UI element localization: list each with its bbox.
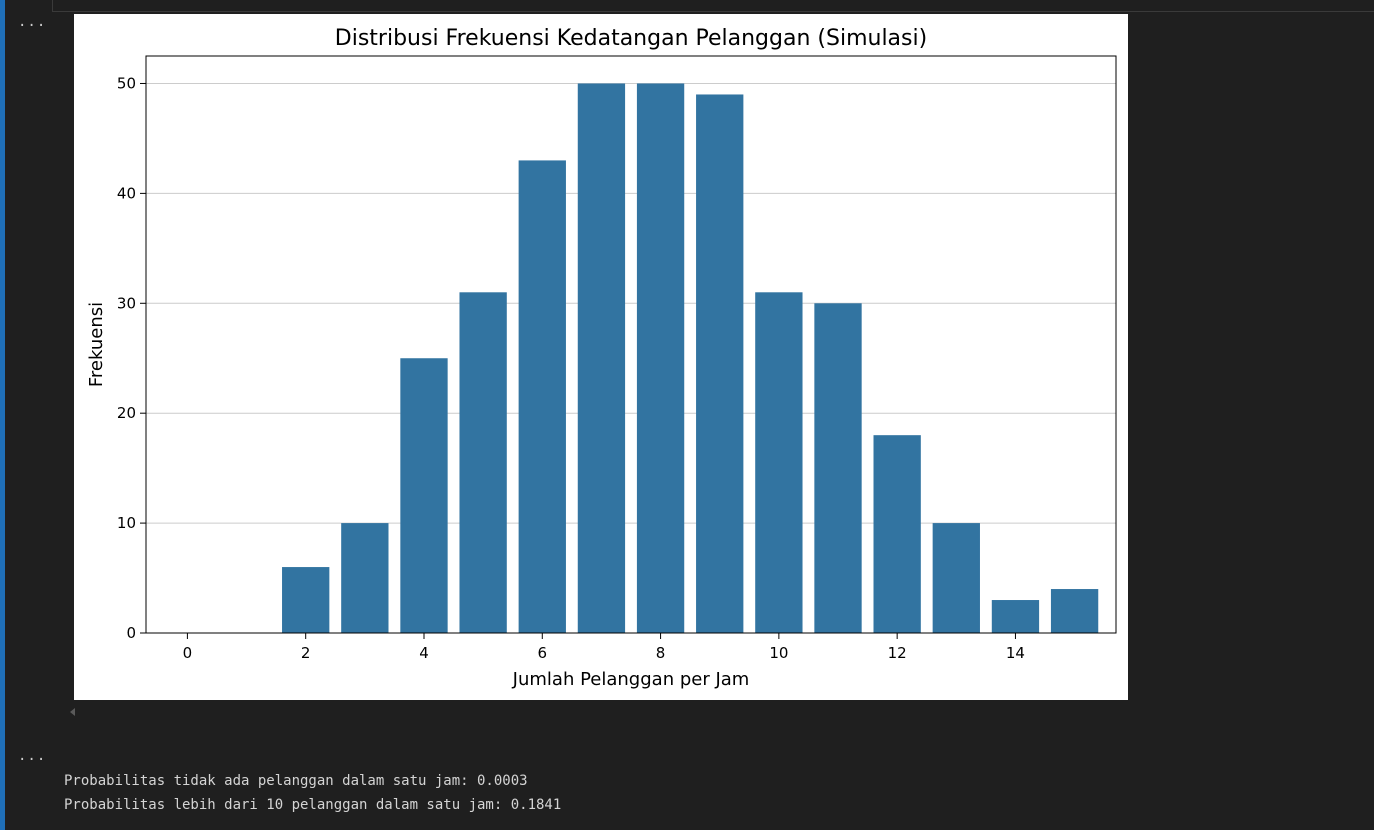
y-tick-label: 50 (117, 74, 136, 92)
bar-10 (755, 292, 803, 633)
bar-12 (873, 435, 921, 633)
bar-7 (577, 83, 626, 633)
bar-11 (814, 303, 862, 633)
output-menu-ellipsis[interactable]: ... (18, 14, 47, 30)
chart-title: Distribusi Frekuensi Kedatangan Pelangga… (335, 26, 927, 51)
bar-chart: 0 10 20 30 40 50 0 2 4 6 8 10 12 14 Distribusi Frekue… (86, 26, 1117, 690)
y-tick-label: 30 (117, 294, 136, 312)
chart-output: 0 10 20 30 40 50 0 2 4 6 8 10 12 14 Distribusi Frekue… (74, 14, 1128, 700)
tick-layer: 0 10 20 30 40 50 0 2 4 6 8 10 12 14 (117, 74, 1025, 662)
previous-cell-edge (52, 0, 1374, 12)
cell-focus-bar (0, 0, 5, 830)
bar-5 (459, 292, 507, 633)
y-tick-label: 20 (117, 404, 136, 422)
x-tick-label: 6 (538, 644, 548, 662)
output-menu-ellipsis-2[interactable]: ... (18, 748, 47, 764)
x-tick-label: 14 (1006, 644, 1025, 662)
bar-layer (282, 83, 1099, 633)
x-tick-label: 10 (769, 644, 788, 662)
scroll-left-arrow[interactable] (70, 708, 75, 716)
x-tick-label: 4 (419, 644, 429, 662)
axes-frame (145, 55, 1117, 634)
bar-3 (341, 523, 389, 633)
bar-8 (636, 83, 685, 633)
x-tick-label: 2 (301, 644, 311, 662)
x-tick-label: 8 (656, 644, 666, 662)
y-axis-label: Frekuensi (86, 302, 107, 387)
x-tick-label: 12 (888, 644, 907, 662)
bar-4 (400, 358, 448, 633)
bar-14 (991, 600, 1040, 633)
x-axis-label: Jumlah Pelanggan per Jam (512, 669, 750, 690)
bar-13 (932, 523, 980, 633)
y-tick-label: 0 (126, 624, 136, 642)
x-tick-label: 0 (183, 644, 193, 662)
y-tick-label: 40 (117, 184, 136, 202)
output-line-1: Probabilitas tidak ada pelanggan dalam s… (64, 773, 528, 789)
bar-15 (1050, 589, 1099, 633)
bar-2 (282, 567, 330, 633)
bar-9 (696, 94, 744, 633)
bar-6 (518, 160, 566, 633)
y-tick-label: 10 (117, 514, 136, 532)
output-line-2: Probabilitas lebih dari 10 pelanggan dal… (64, 797, 562, 813)
